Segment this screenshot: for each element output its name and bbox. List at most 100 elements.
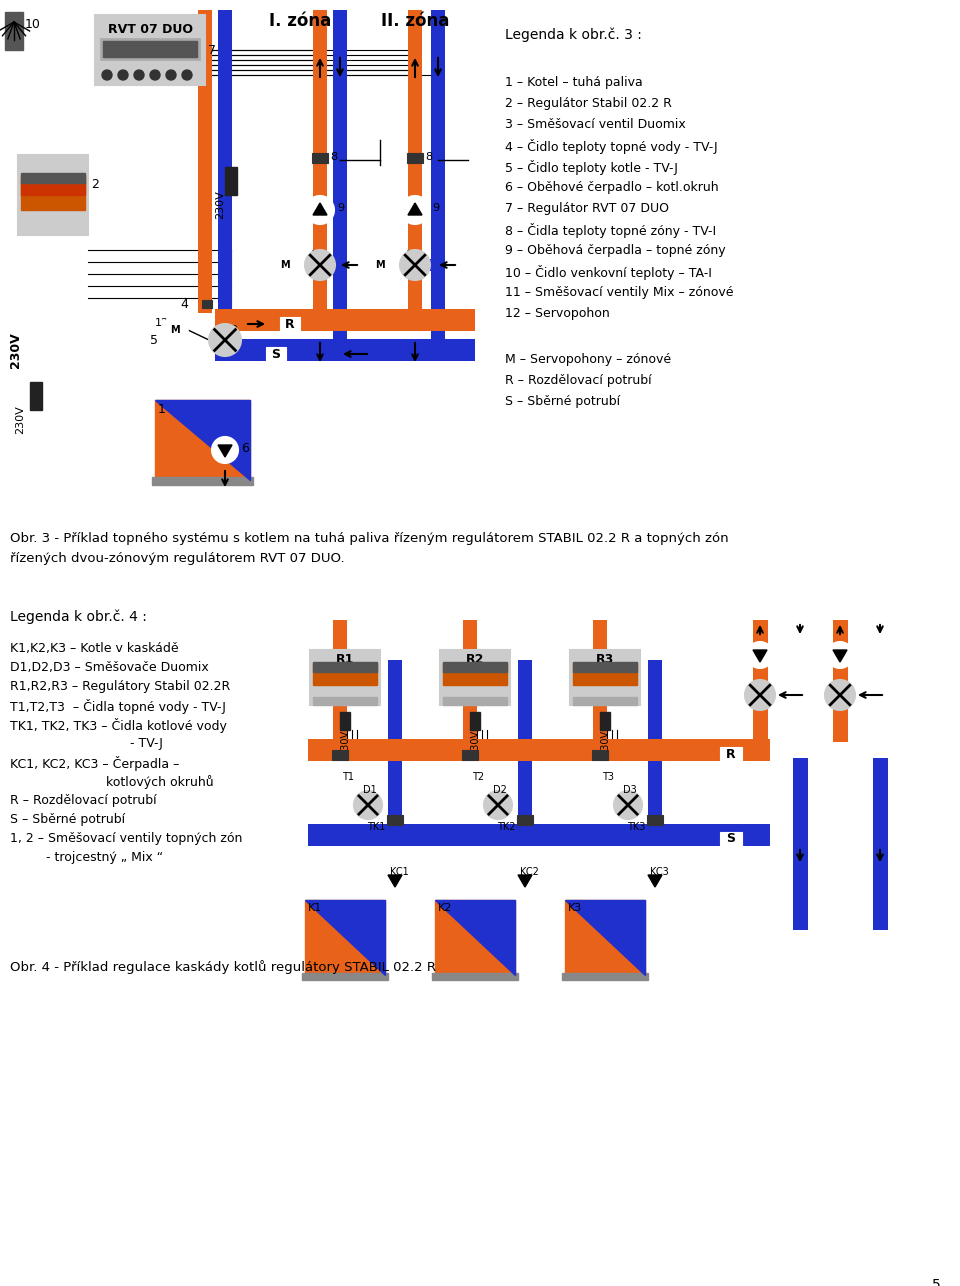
Text: TK1: TK1: [367, 822, 385, 832]
Text: KC3: KC3: [650, 867, 669, 877]
Bar: [308, 739, 770, 761]
Bar: [648, 660, 662, 844]
Text: 2: 2: [831, 680, 839, 693]
Bar: [308, 824, 770, 846]
Bar: [18, 156, 88, 235]
Bar: [408, 10, 422, 312]
Bar: [100, 39, 200, 60]
Text: 230V: 230V: [15, 405, 25, 435]
Bar: [218, 10, 232, 358]
Text: 1: 1: [158, 403, 166, 415]
Circle shape: [512, 867, 538, 892]
Polygon shape: [313, 203, 327, 215]
Text: 10: 10: [25, 18, 41, 31]
Bar: [463, 620, 477, 742]
Text: řízených dvou-zónovým regulátorem RVT 07 DUO.: řízených dvou-zónovým regulátorem RVT 07…: [10, 552, 345, 565]
Text: TK1, TK2, TK3 – Čidla kotlové vody: TK1, TK2, TK3 – Čidla kotlové vody: [10, 718, 227, 733]
Text: D2: D2: [493, 784, 507, 795]
Polygon shape: [218, 445, 232, 457]
Circle shape: [747, 642, 773, 667]
Text: 4: 4: [180, 297, 188, 310]
Text: 12: 12: [155, 318, 169, 328]
Bar: [215, 340, 475, 361]
Bar: [440, 649, 510, 705]
Circle shape: [401, 195, 429, 224]
Bar: [600, 712, 610, 730]
Bar: [313, 10, 327, 312]
Text: K1: K1: [308, 903, 323, 913]
Bar: [21, 174, 85, 183]
Text: 9: 9: [432, 203, 439, 213]
Bar: [443, 662, 507, 673]
Circle shape: [827, 642, 853, 667]
Text: 6 – Oběhové čerpadlo – kotl.okruh: 6 – Oběhové čerpadlo – kotl.okruh: [505, 181, 719, 194]
Bar: [155, 400, 250, 480]
Circle shape: [400, 249, 430, 280]
Text: Legenda k obr.č. 4 :: Legenda k obr.č. 4 :: [10, 610, 147, 625]
Bar: [431, 10, 445, 358]
Text: M: M: [375, 260, 385, 270]
Text: 11 – Směšovací ventily Mix – zónové: 11 – Směšovací ventily Mix – zónové: [505, 285, 733, 300]
Text: 2: 2: [91, 179, 99, 192]
Polygon shape: [565, 900, 645, 975]
Circle shape: [745, 680, 775, 710]
Circle shape: [354, 791, 382, 819]
Text: T1: T1: [342, 772, 354, 782]
Text: T2: T2: [472, 772, 484, 782]
Text: R2: R2: [466, 653, 484, 666]
Text: 5: 5: [150, 333, 158, 346]
Bar: [407, 153, 423, 163]
Bar: [95, 15, 205, 85]
Bar: [562, 974, 648, 980]
Text: TK3: TK3: [627, 822, 645, 832]
Circle shape: [209, 324, 241, 356]
Circle shape: [134, 69, 144, 80]
Bar: [518, 660, 532, 844]
Bar: [225, 167, 237, 195]
Bar: [443, 664, 507, 685]
Text: 8: 8: [425, 152, 432, 162]
Bar: [198, 10, 212, 312]
Bar: [443, 697, 507, 705]
Bar: [753, 620, 768, 742]
Text: 7 – Regulátor RVT 07 DUO: 7 – Regulátor RVT 07 DUO: [505, 202, 669, 215]
Bar: [333, 10, 347, 358]
Bar: [320, 258, 340, 271]
Bar: [202, 300, 212, 309]
Text: TK2: TK2: [497, 822, 516, 832]
Circle shape: [182, 69, 192, 80]
Polygon shape: [305, 900, 385, 975]
Circle shape: [212, 437, 238, 463]
Bar: [312, 153, 328, 163]
Text: 1 – Kotel – tuhá paliva: 1 – Kotel – tuhá paliva: [505, 76, 643, 89]
Text: 4 – Čidlo teploty topné vody - TV-J: 4 – Čidlo teploty topné vody - TV-J: [505, 139, 718, 154]
Text: K1,K2,K3 – Kotle v kaskádě: K1,K2,K3 – Kotle v kaskádě: [10, 642, 179, 655]
Text: M – Servopohony – zónové: M – Servopohony – zónové: [505, 352, 671, 367]
Text: 9 – Oběhová čerpadla – topné zóny: 9 – Oběhová čerpadla – topné zóny: [505, 244, 726, 257]
Text: Obr. 4 - Příklad regulace kaskády kotlů regulátory STABIL 02.2 R: Obr. 4 - Příklad regulace kaskády kotlů …: [10, 961, 436, 974]
Text: 230V: 230V: [9, 332, 21, 368]
Text: 3 – Směšovací ventil Duomix: 3 – Směšovací ventil Duomix: [505, 118, 685, 131]
Text: D1,D2,D3 – Směšovače Duomix: D1,D2,D3 – Směšovače Duomix: [10, 661, 208, 674]
Text: K2: K2: [438, 903, 452, 913]
Polygon shape: [408, 203, 422, 215]
Text: 7: 7: [208, 44, 216, 57]
Bar: [21, 175, 85, 210]
Text: K3: K3: [568, 903, 583, 913]
Circle shape: [369, 255, 391, 276]
Text: M: M: [280, 260, 290, 270]
Bar: [415, 258, 438, 271]
Text: 2 – Regulátor Stabil 02.2 R: 2 – Regulátor Stabil 02.2 R: [505, 96, 672, 111]
Bar: [720, 832, 742, 846]
Text: - trojcestný „ Mix “: - trojcestný „ Mix “: [10, 851, 163, 864]
Text: R1,R2,R3 – Regulátory Stabil 02.2R: R1,R2,R3 – Regulátory Stabil 02.2R: [10, 680, 230, 693]
Text: R: R: [726, 747, 735, 760]
Circle shape: [614, 791, 642, 819]
Bar: [570, 649, 640, 705]
Polygon shape: [753, 649, 767, 662]
Text: 6: 6: [241, 441, 249, 454]
Bar: [30, 382, 42, 410]
Text: RVT 07 DUO: RVT 07 DUO: [108, 23, 193, 36]
Circle shape: [118, 69, 128, 80]
Polygon shape: [155, 400, 250, 480]
